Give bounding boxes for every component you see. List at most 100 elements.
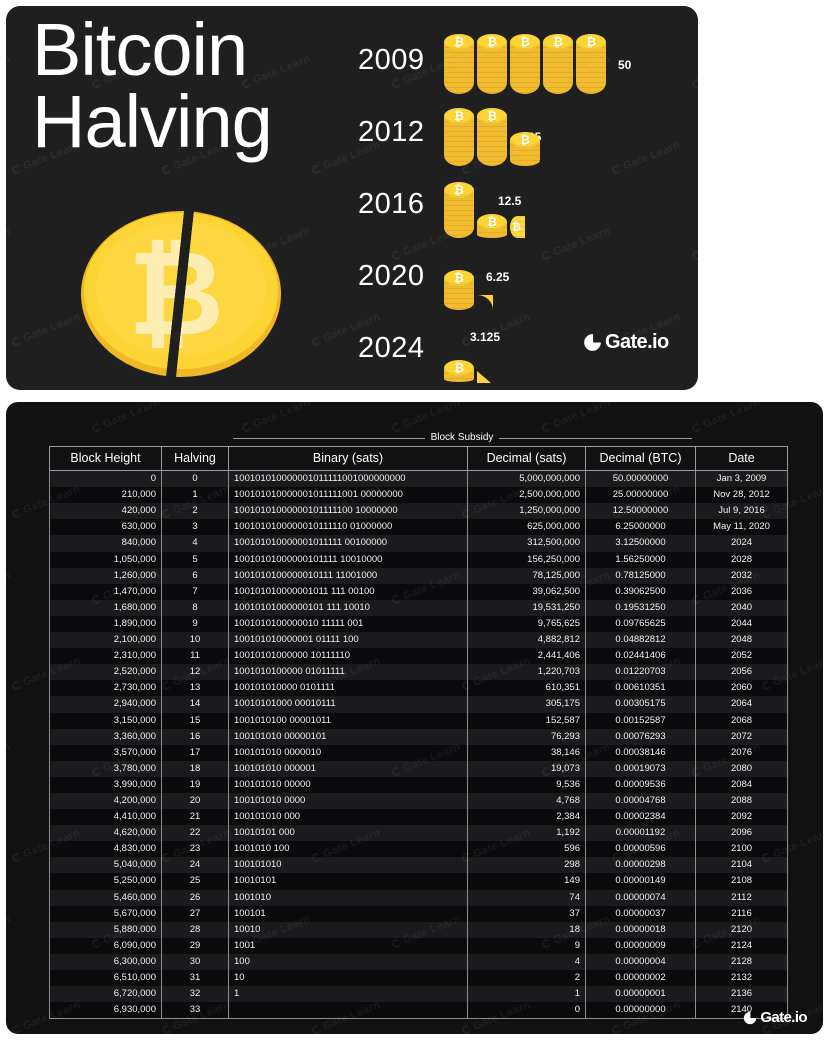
cell-decimal-btc: 0.00000298 bbox=[584, 857, 696, 874]
halving-year-label: 2012 bbox=[358, 116, 425, 148]
cell-halving: 17 bbox=[161, 744, 229, 761]
block-subsidy-table: Block Subsidy Block Height Halving Binar… bbox=[49, 430, 789, 1020]
column-header-decimal-btc[interactable]: Decimal (BTC) bbox=[584, 446, 696, 472]
cell-block-height: 840,000 bbox=[49, 535, 162, 552]
cell-binary-sats: 100101010000001011 111 00100 bbox=[228, 583, 468, 600]
watermark-text: Gate Learn bbox=[690, 53, 762, 91]
cell-decimal-sats: 2,441,406 bbox=[467, 648, 586, 665]
cell-block-height: 1,890,000 bbox=[49, 615, 162, 633]
cell-block-height: 1,680,000 bbox=[49, 599, 162, 616]
split-coin-svg: ₿ ₿ bbox=[81, 211, 281, 377]
page-title: Bitcoin Halving bbox=[32, 13, 362, 159]
cell-binary-sats: 100101010 00000 bbox=[228, 776, 468, 793]
halving-amount-label: 3.125 bbox=[470, 330, 501, 344]
cell-halving: 2 bbox=[161, 503, 229, 520]
cell-decimal-btc: 0.04882812 bbox=[584, 632, 696, 649]
column-header-block-height[interactable]: Block Height bbox=[49, 446, 162, 472]
cell-binary-sats: 100101010000001011111001 00000000 bbox=[228, 487, 468, 504]
cell-date: 2128 bbox=[695, 953, 789, 970]
coin-stack-icon: ₿ bbox=[444, 182, 474, 238]
cell-decimal-sats: 2,500,000,000 bbox=[467, 487, 586, 504]
cell-block-height: 4,620,000 bbox=[49, 825, 162, 842]
cell-date: Jan 3, 2009 bbox=[695, 470, 789, 488]
halving-row-2020: 2020 ₿ 6.25 bbox=[358, 244, 688, 310]
cell-halving: 33 bbox=[161, 1002, 229, 1020]
cell-halving: 24 bbox=[161, 857, 229, 874]
gateio-mark-icon bbox=[583, 333, 602, 352]
column-header-date[interactable]: Date bbox=[695, 446, 789, 472]
table-row: 1,890,000 9 1001010100000010 11111 001 9,76… bbox=[49, 615, 789, 633]
halving-amount-label: 12.5 bbox=[498, 194, 522, 208]
coin-stack-icon: ₿ bbox=[510, 34, 540, 94]
column-header-binary-sats[interactable]: Binary (sats) bbox=[228, 446, 468, 472]
cell-decimal-btc: 0.00009536 bbox=[584, 776, 696, 793]
column-header-decimal-sats[interactable]: Decimal (sats) bbox=[467, 446, 586, 472]
table-row: 420,000 2 10010101000000101111100 10000000… bbox=[49, 503, 789, 520]
watermark-text: Gate Learn bbox=[310, 0, 382, 5]
table-row: 5,460,000 26 1001010 74 0.00000074 2112 bbox=[49, 889, 789, 906]
cell-halving: 20 bbox=[161, 792, 229, 810]
cell-decimal-sats: 625,000,000 bbox=[467, 519, 586, 536]
halving-year-label: 2009 bbox=[358, 44, 425, 76]
watermark-text: Gate Learn bbox=[760, 311, 829, 349]
watermark-text: Gate Learn bbox=[610, 0, 682, 5]
cell-decimal-btc: 0.00076293 bbox=[584, 728, 696, 745]
cell-decimal-btc: 0.00000009 bbox=[584, 937, 696, 954]
gateio-logo-footer[interactable]: Gate.io bbox=[743, 1009, 808, 1026]
cell-decimal-btc: 0.00000018 bbox=[584, 921, 696, 938]
column-header-halving[interactable]: Halving bbox=[161, 446, 229, 472]
table-row: 3,780,000 18 100101010 000001 19,073 0.00019… bbox=[49, 760, 789, 777]
halving-rows: 2009 ₿ ₿ ₿ ₿ ₿ 50 bbox=[358, 28, 688, 383]
table-row: 3,150,000 15 1001010100 00001011 152,587 0.0… bbox=[49, 712, 789, 729]
cell-decimal-sats: 19,073 bbox=[467, 760, 586, 777]
cell-decimal-btc: 0.00000596 bbox=[584, 841, 696, 858]
gateio-logo[interactable]: Gate.io bbox=[583, 331, 669, 354]
cell-date: 2056 bbox=[695, 664, 789, 681]
gateio-mark-icon bbox=[743, 1011, 757, 1025]
halving-amount-label: 50 bbox=[618, 58, 632, 72]
cell-block-height: 210,000 bbox=[49, 487, 162, 504]
cell-decimal-sats: 596 bbox=[467, 841, 586, 858]
cell-block-height: 2,520,000 bbox=[49, 664, 162, 681]
cell-decimal-btc: 0.09765625 bbox=[584, 615, 696, 633]
table-row: 0 0 100101010000001011111001000000000 5,000… bbox=[49, 470, 789, 488]
cell-date: 2076 bbox=[695, 744, 789, 761]
cell-date: 2140 bbox=[695, 1002, 789, 1020]
cell-decimal-btc: 0.00000000 bbox=[584, 1002, 696, 1020]
cell-decimal-btc: 50.00000000 bbox=[584, 470, 696, 488]
coin-stack-icon: ₿ bbox=[444, 360, 474, 382]
cell-date: 2124 bbox=[695, 937, 789, 954]
cell-decimal-sats: 305,175 bbox=[467, 696, 586, 713]
cell-halving: 7 bbox=[161, 583, 229, 600]
cell-date: 2104 bbox=[695, 857, 789, 874]
cell-block-height: 1,050,000 bbox=[49, 551, 162, 568]
cell-decimal-btc: 25.00000000 bbox=[584, 487, 696, 504]
cell-binary-sats: 1001010100 00001011 bbox=[228, 712, 468, 729]
page-title-line-1: Bitcoin bbox=[32, 8, 248, 91]
coin-stack-icon: ₿ bbox=[444, 270, 474, 310]
cell-decimal-sats: 152,587 bbox=[467, 712, 586, 729]
table-row: 840,000 4 100101010000001011111 00100000 31… bbox=[49, 535, 789, 552]
halving-year-label: 2016 bbox=[358, 188, 425, 220]
cell-halving: 30 bbox=[161, 953, 229, 970]
cell-date: 2068 bbox=[695, 712, 789, 729]
table-row: 1,680,000 8 10010101000000101 111 10010 19,… bbox=[49, 599, 789, 616]
cell-block-height: 4,410,000 bbox=[49, 809, 162, 826]
table-row: 2,100,000 10 100101010000001 01111 100 4,88… bbox=[49, 632, 789, 649]
table-row: 4,200,000 20 100101010 0000 4,768 0.00004768… bbox=[49, 792, 789, 810]
cell-decimal-sats: 4,882,812 bbox=[467, 632, 586, 649]
cell-block-height: 6,510,000 bbox=[49, 970, 162, 987]
group-header-spacer-right bbox=[696, 430, 788, 447]
coin-stack-icon: ₿ bbox=[444, 108, 474, 166]
cell-decimal-btc: 0.00019073 bbox=[584, 760, 696, 777]
cell-binary-sats: 10 bbox=[228, 970, 468, 987]
halving-row-2016: 2016 ₿ ₿ ₿ 12.5 bbox=[358, 172, 688, 238]
cell-block-height: 2,100,000 bbox=[49, 632, 162, 649]
cell-decimal-sats: 1,250,000,000 bbox=[467, 503, 586, 520]
hero-panel: Bitcoin Halving ₿ bbox=[6, 6, 698, 390]
cell-date: 2024 bbox=[695, 535, 789, 552]
cell-block-height: 5,880,000 bbox=[49, 921, 162, 938]
coin-stack-icon: ₿ bbox=[444, 34, 474, 94]
cell-date: 2132 bbox=[695, 970, 789, 987]
cell-decimal-btc: 0.00004768 bbox=[584, 792, 696, 810]
